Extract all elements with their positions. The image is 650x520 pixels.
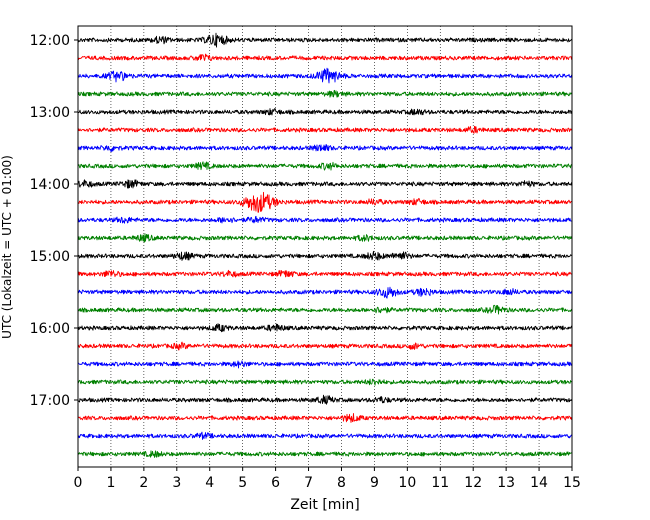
trace-1545 [77, 304, 573, 315]
trace-1315 [77, 125, 573, 134]
trace-1415 [77, 191, 573, 213]
trace-1230 [77, 67, 573, 84]
x-axis-label: Zeit [min] [290, 497, 359, 513]
x-tick-label-4: 4 [205, 475, 214, 491]
x-tick-label-2: 2 [139, 475, 148, 491]
y-axis-ticks: 12:00 13:00 14:00 15:00 16:00 17:00 [30, 33, 78, 409]
x-tick-label-12: 12 [464, 475, 482, 491]
x-axis-ticks: 0 1 2 3 4 5 6 7 8 9 10 11 12 13 14 15 [74, 467, 581, 491]
x-tick-label-13: 13 [497, 475, 515, 491]
trace-1330 [77, 144, 573, 153]
trace-1530 [77, 286, 573, 299]
y-axis-label: UTC (Lokalzeit = UTC + 01:00) [0, 155, 14, 339]
x-tick-label-6: 6 [271, 475, 280, 491]
x-tick-label-11: 11 [431, 475, 449, 491]
y-tick-label-1700: 17:00 [30, 393, 70, 409]
x-tick-label-10: 10 [398, 475, 416, 491]
y-tick-label-1200: 12:00 [30, 33, 70, 49]
trace-1345 [77, 161, 573, 171]
x-tick-label-3: 3 [172, 475, 181, 491]
trace-1730 [77, 431, 573, 440]
y-tick-label-1600: 16:00 [30, 321, 70, 337]
y-tick-label-1400: 14:00 [30, 177, 70, 193]
trace-1300 [77, 108, 573, 116]
x-tick-label-1: 1 [106, 475, 115, 491]
trace-1600 [77, 323, 573, 333]
trace-1615 [77, 341, 573, 351]
trace-1500 [77, 250, 573, 261]
trace-1515 [77, 269, 573, 278]
trace-1630 [77, 360, 573, 369]
x-tick-label-14: 14 [530, 475, 548, 491]
trace-1645 [77, 378, 573, 386]
x-tick-label-8: 8 [337, 475, 346, 491]
trace-1700 [77, 394, 573, 405]
trace-1445 [77, 233, 573, 243]
x-tick-label-15: 15 [563, 475, 581, 491]
trace-1745 [77, 450, 573, 458]
y-tick-label-1500: 15:00 [30, 249, 70, 265]
plot-frame [77, 25, 573, 468]
x-tick-label-7: 7 [304, 475, 313, 491]
trace-1715 [77, 413, 573, 423]
trace-1400 [77, 179, 573, 189]
trace-1215 [77, 53, 573, 61]
trace-1245 [77, 89, 573, 98]
x-tick-label-5: 5 [238, 475, 247, 491]
trace-1200 [77, 32, 573, 48]
trace-1430 [77, 215, 573, 224]
seismic-traces [77, 32, 573, 458]
x-tick-label-9: 9 [370, 475, 379, 491]
y-tick-label-1300: 13:00 [30, 105, 70, 121]
x-tick-label-0: 0 [74, 475, 83, 491]
